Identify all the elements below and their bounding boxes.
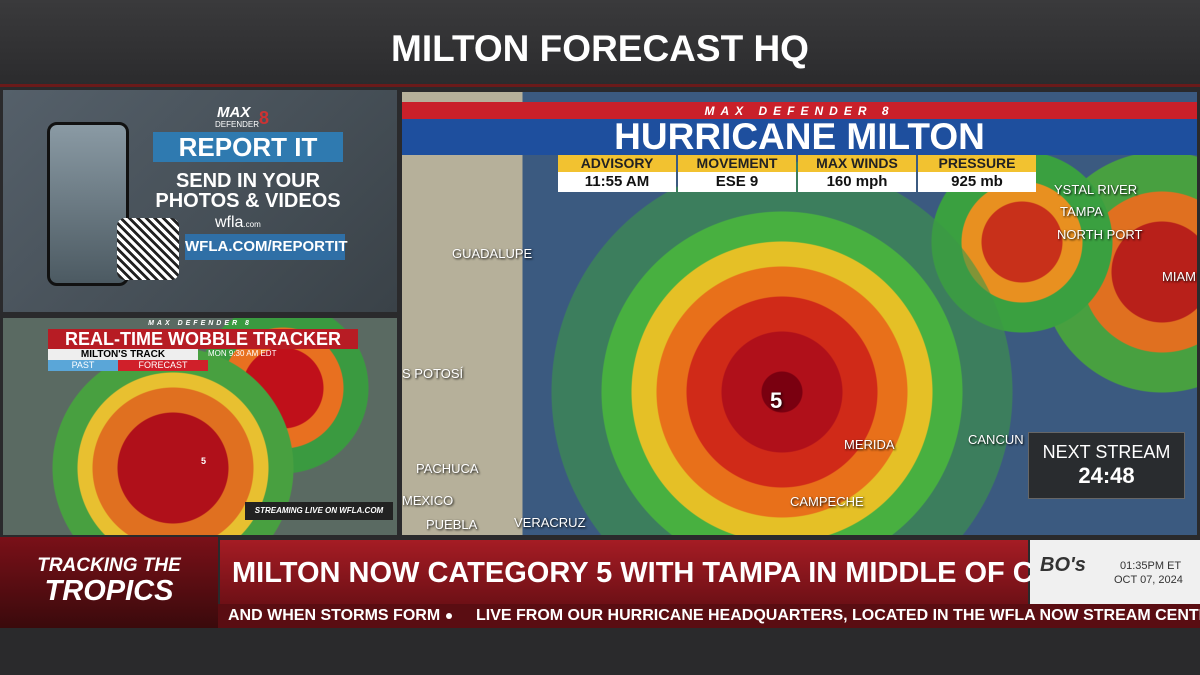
main-brand: MAX DEFENDER 8 xyxy=(704,104,895,118)
report-line: PHOTOS & VIDEOS xyxy=(155,190,341,212)
stat-label: ADVISORY xyxy=(558,155,676,172)
clock-box: BO's 01:35PM ET OCT 07, 2024 xyxy=(1030,540,1200,604)
clock-time: 01:35PM ET xyxy=(1120,560,1182,572)
headline: MILTON NOW CATEGORY 5 WITH TAMPA IN MIDD… xyxy=(232,557,1097,589)
countdown-label: NEXT STREAM xyxy=(1042,442,1171,462)
site: wfla.com xyxy=(215,214,261,232)
stat-value: 925 mb xyxy=(918,172,1036,192)
place-label: YSTAL RIVER xyxy=(1054,182,1138,197)
place-label: MEXICO xyxy=(402,493,454,508)
brand: MAX xyxy=(217,104,251,121)
place-label: MERIDA xyxy=(844,437,895,452)
brand-band xyxy=(402,102,1197,119)
site-suffix: .com xyxy=(243,220,261,229)
countdown-value: 24:48 xyxy=(1078,463,1135,488)
headline-bar: MILTON NOW CATEGORY 5 WITH TAMPA IN MIDD… xyxy=(220,540,1097,604)
stat-label: MAX WINDS xyxy=(798,155,916,172)
phone xyxy=(47,122,129,286)
main-map: MAX DEFENDER 8 HURRICANE MILTON ADVISORY… xyxy=(402,92,1197,535)
streaming-label: STREAMING LIVE ON WFLA.COM xyxy=(245,502,393,520)
report-panel: MAX DEFENDER 8 REPORT IT SEND IN YOUR PH… xyxy=(3,90,397,312)
place-label: TAMPA xyxy=(1060,204,1103,219)
report-line: SEND IN YOUR xyxy=(175,170,321,192)
place-label: PACHUCA xyxy=(416,461,479,476)
place-label: MIAM xyxy=(1162,269,1196,284)
site-name: wfla xyxy=(215,214,244,231)
show-title: TROPICS xyxy=(44,575,174,607)
stat-value: 11:55 AM xyxy=(558,172,676,192)
tracker-panel: MAX DEFENDER 8 REAL-TIME WOBBLE TRACKER … xyxy=(3,318,397,535)
ticker-item: LIVE FROM OUR HURRICANE HEADQUARTERS, LO… xyxy=(476,607,1200,624)
legend-forecast: FORECAST xyxy=(118,360,208,371)
place-label: CANCUN xyxy=(968,432,1024,447)
stat-label: PRESSURE xyxy=(918,155,1036,172)
show-box: TRACKING THE TROPICS xyxy=(0,537,218,628)
tracker-time: MON 9:30 AM EDT xyxy=(208,349,277,358)
place-label: NORTH PORT xyxy=(1057,227,1143,242)
sponsor: BO's xyxy=(1040,554,1086,576)
clock-date: OCT 07, 2024 xyxy=(1114,574,1183,586)
place-label: S POTOSÍ xyxy=(402,366,464,381)
stat-value: 160 mph xyxy=(798,172,916,192)
place-label: PUEBLA xyxy=(426,517,478,532)
stat-value: ESE 9 xyxy=(678,172,796,192)
ticker-item: AND WHEN STORMS FORM xyxy=(228,607,441,624)
ticker-bullet xyxy=(446,613,452,619)
legend-past: PAST xyxy=(48,360,118,371)
report-title: REPORT IT xyxy=(153,132,343,162)
brand-sub: DEFENDER xyxy=(215,120,260,129)
divider xyxy=(0,84,1200,87)
storm-icon: 5 xyxy=(770,388,783,413)
place-label: VERACRUZ xyxy=(514,515,586,530)
countdown-box: NEXT STREAM 24:48 xyxy=(1028,432,1185,499)
tracker-brand: MAX DEFENDER 8 xyxy=(148,320,252,327)
qr-code xyxy=(117,218,179,280)
tracker-subtitle: MILTON'S TRACK xyxy=(48,349,198,360)
show-title: TRACKING THE xyxy=(37,555,181,576)
report-url: WFLA.COM/REPORTIT xyxy=(185,234,347,260)
tracker-title: REAL-TIME WOBBLE TRACKER xyxy=(48,329,358,349)
place-label: GUADALUPE xyxy=(452,246,533,261)
ticker: AND WHEN STORMS FORM LIVE FROM OUR HURRI… xyxy=(218,604,1200,628)
header-title: MILTON FORECAST HQ xyxy=(391,28,809,69)
stat-label: MOVEMENT xyxy=(678,155,796,172)
place-label: CAMPECHE xyxy=(790,494,864,509)
main-title: HURRICANE MILTON xyxy=(402,118,1197,155)
storm-icon: 5 xyxy=(201,456,207,466)
brand-num: 8 xyxy=(259,108,270,128)
